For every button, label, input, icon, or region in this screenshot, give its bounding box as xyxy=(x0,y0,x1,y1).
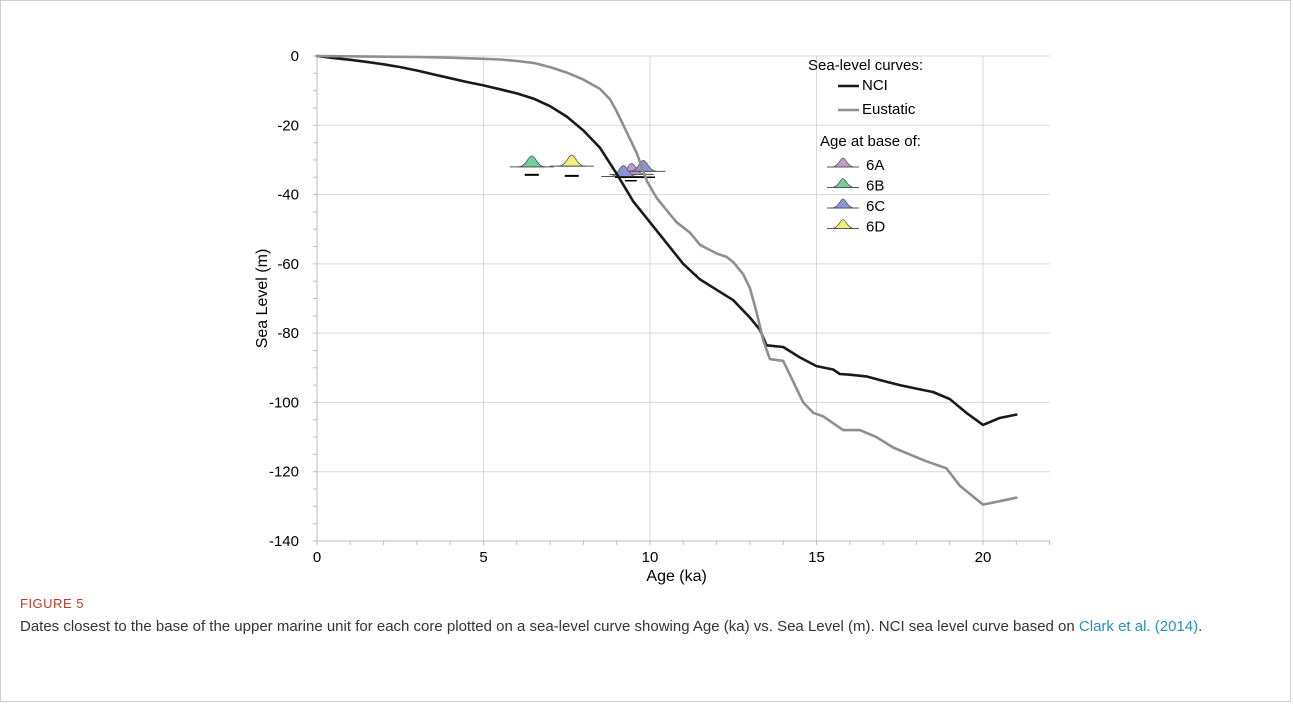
marker-peak-6b xyxy=(517,155,546,168)
legend: Sea-level curves: Age at base of: NCI Eus… xyxy=(808,57,923,236)
y-tick-label: -60 xyxy=(277,256,299,273)
legend-swatch-6b xyxy=(830,178,856,188)
y-tick-label: -120 xyxy=(269,464,299,481)
axes xyxy=(313,55,1051,545)
series-line-nci xyxy=(315,54,1018,427)
figure-label: FIGURE 5 xyxy=(20,596,84,611)
y-axis-title: Sea Level (m) xyxy=(254,249,271,349)
caption-citation-link[interactable]: Clark et al. (2014) xyxy=(1078,618,1199,635)
x-tick-label: 0 xyxy=(313,549,321,566)
legend-label-6c: 6C xyxy=(866,198,885,215)
legend-title: Sea-level curves: xyxy=(808,57,923,74)
legend-label-6a: 6A xyxy=(866,157,884,174)
legend-swatch-6c xyxy=(830,198,856,209)
y-tick-label: -80 xyxy=(277,325,299,342)
legend-swatch-6a xyxy=(830,157,856,168)
marker-peak-6d xyxy=(557,154,586,167)
grid-lines xyxy=(317,55,1050,541)
markers-legend-title: Age at base of: xyxy=(820,133,921,150)
tick-labels: 0 -20 -40 -60 -80 -100 -120 -140 0 5 10 15 20 xyxy=(269,48,991,566)
marker-peak-6c xyxy=(629,159,658,172)
sea-level-chart: 0 -20 -40 -60 -80 -100 -120 -140 0 5 10 15 20 Age (k… xyxy=(254,48,1051,585)
y-tick-label: -40 xyxy=(277,187,299,204)
y-tick-label: -140 xyxy=(269,533,299,550)
x-axis-title: Age (ka) xyxy=(646,568,706,585)
x-tick-label: 5 xyxy=(479,549,487,566)
y-tick-label: -20 xyxy=(277,117,299,134)
caption-text: Dates closest to the base of the upper m… xyxy=(20,618,1079,635)
figure-caption: Dates closest to the base of the upper m… xyxy=(20,616,1270,637)
legend-label-nci: NCI xyxy=(862,77,888,94)
legend-label-eustatic: Eustatic xyxy=(862,101,916,118)
x-tick-label: 10 xyxy=(642,549,659,566)
legend-swatch-6d xyxy=(830,219,856,229)
x-tick-label: 20 xyxy=(975,549,992,566)
y-tick-label: 0 xyxy=(291,48,299,65)
series-lines xyxy=(315,54,1018,506)
series-line-eustatic xyxy=(315,54,1018,506)
caption-text-end: . xyxy=(1198,618,1203,635)
legend-label-6b: 6B xyxy=(866,178,884,195)
legend-label-6d: 6D xyxy=(866,219,885,236)
x-tick-label: 15 xyxy=(808,549,825,566)
y-tick-label: -100 xyxy=(269,394,299,411)
